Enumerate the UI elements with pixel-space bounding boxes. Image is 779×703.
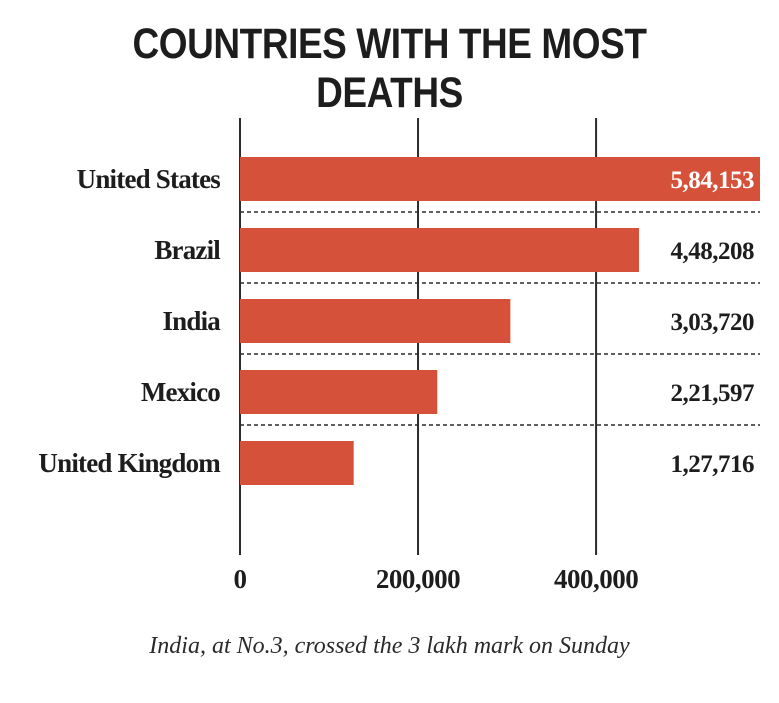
value-label-0: 5,84,153 xyxy=(671,167,755,194)
category-label-1: Brazil xyxy=(154,235,221,265)
bar-4 xyxy=(240,441,354,485)
row-separators xyxy=(240,211,760,426)
bar-2 xyxy=(240,299,511,343)
value-label-1: 4,48,208 xyxy=(671,238,755,265)
bar-0 xyxy=(240,157,760,201)
value-label-4: 1,27,716 xyxy=(671,451,755,478)
value-label-2: 3,03,720 xyxy=(671,309,755,336)
category-labels: United States Brazil India Mexico United Kin… xyxy=(38,164,222,478)
value-label-3: 2,21,597 xyxy=(671,380,755,407)
bar-1 xyxy=(240,228,639,272)
category-label-3: Mexico xyxy=(141,377,220,407)
chart-caption: India, at No.3, crossed the 3 lakh mark … xyxy=(149,633,630,659)
x-axis-tick-labels: 0 200,000 400,000 xyxy=(234,564,639,594)
value-labels: 5,84,153 4,48,208 3,03,720 2,21,597 1,27,716 xyxy=(671,167,755,478)
x-tick-label-1: 200,000 xyxy=(376,564,460,594)
bars-layer xyxy=(240,157,760,485)
category-label-0: United States xyxy=(77,164,221,194)
category-label-4: United Kingdom xyxy=(38,448,221,478)
bar-3 xyxy=(240,370,438,414)
category-label-2: India xyxy=(162,306,221,336)
x-tick-label-0: 0 xyxy=(234,564,247,594)
chart-title: COUNTRIES WITH THE MOST DEATHS xyxy=(132,20,647,117)
x-tick-label-2: 400,000 xyxy=(554,564,638,594)
